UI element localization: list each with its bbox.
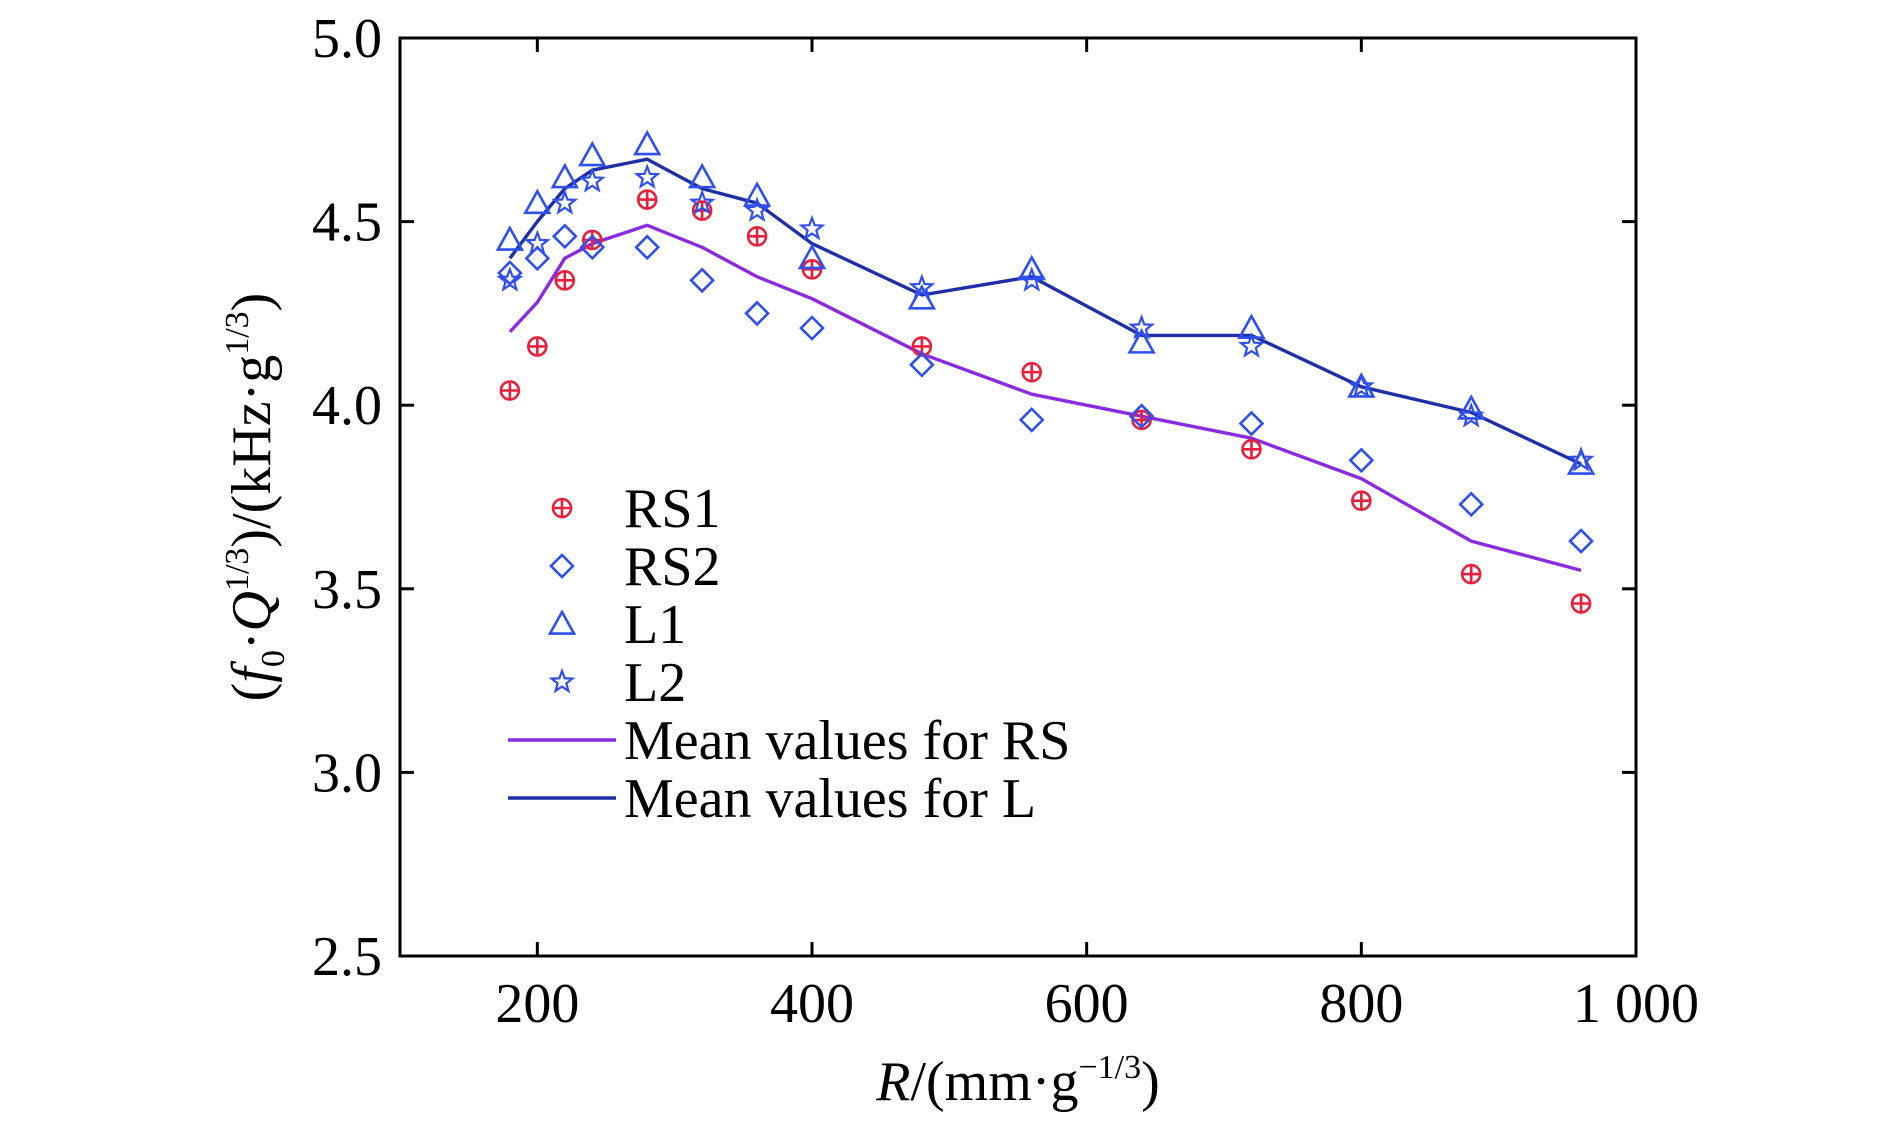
point-l2 [1238, 332, 1265, 358]
point-rs2 [1238, 410, 1265, 437]
point-rs1 [1570, 593, 1592, 614]
y-tick-label: 3.5 [312, 559, 382, 621]
legend-label: L2 [624, 652, 686, 714]
point-l1 [523, 188, 552, 215]
legend-label: Mean values for RS [624, 710, 1070, 772]
point-rs2 [1458, 491, 1485, 518]
point-rs1 [801, 259, 823, 280]
point-l1 [632, 129, 662, 156]
point-l1 [687, 162, 717, 189]
point-l2 [1347, 372, 1375, 399]
y-tick-label: 4.0 [312, 375, 382, 437]
point-l2 [551, 189, 579, 215]
point-rs1 [636, 189, 658, 210]
point-rs1 [554, 270, 576, 291]
point-l1 [578, 140, 607, 167]
point-rs1 [1021, 361, 1043, 383]
point-rs1 [527, 336, 548, 357]
point-rs1 [746, 225, 768, 247]
y-tick-label: 3.0 [312, 742, 382, 804]
point-rs2 [689, 267, 715, 294]
y-axis-title: (f0·Q1/3)/(kHz·g1/3) [219, 293, 292, 702]
plot-frame [398, 36, 1638, 958]
legend-swatch-rs1 [551, 497, 573, 519]
point-rs2 [909, 351, 935, 378]
legend-swatch-l1 [547, 609, 577, 635]
point-l2 [578, 167, 606, 193]
point-l1 [1566, 449, 1596, 475]
x-tick-label: 600 [1045, 973, 1129, 1035]
point-rs1 [1241, 438, 1262, 460]
point-rs2 [634, 234, 661, 261]
point-rs2 [1568, 528, 1594, 554]
point-l1 [495, 225, 525, 251]
point-rs2 [579, 234, 606, 261]
x-tick-label: 1 000 [1573, 973, 1699, 1035]
point-l1 [742, 181, 772, 207]
y-tick-label: 2.5 [312, 926, 382, 988]
legend-swatch-rs2 [549, 553, 575, 579]
legend-label: Mean values for L [624, 768, 1036, 830]
point-rs2 [1018, 407, 1045, 433]
point-l2 [633, 163, 661, 189]
point-l2 [496, 266, 524, 292]
y-tick-label: 5.0 [312, 8, 382, 70]
x-axis-ticks: 200 400 600 800 1 000 [495, 38, 1699, 1035]
point-rs2 [551, 223, 578, 250]
point-rs1 [581, 229, 603, 251]
x-tick-label: 800 [1319, 973, 1403, 1035]
point-l1 [797, 243, 827, 270]
point-l2 [1457, 402, 1485, 428]
x-tick-label: 400 [770, 973, 854, 1035]
point-rs2 [497, 260, 523, 286]
data-markers [495, 129, 1596, 614]
point-l2 [908, 273, 936, 300]
legend-label: RS2 [624, 536, 721, 598]
point-rs2 [524, 245, 551, 272]
legend-label: RS1 [624, 478, 721, 540]
point-l2 [1567, 446, 1595, 472]
point-l2 [1128, 313, 1156, 340]
point-rs2 [744, 300, 770, 327]
point-rs2 [799, 315, 825, 341]
y-tick-label: 4.5 [312, 192, 382, 254]
y-axis-ticks: 2.5 3.0 3.5 4.0 4.5 5.0 [312, 8, 1636, 988]
point-l1 [1017, 254, 1046, 281]
point-rs2 [1348, 447, 1375, 474]
point-l2 [688, 189, 716, 215]
point-l1 [550, 162, 580, 189]
point-rs1 [1351, 490, 1372, 511]
point-l2 [798, 214, 826, 241]
point-rs1 [499, 380, 521, 401]
point-l2 [743, 196, 771, 223]
x-tick-label: 200 [495, 973, 579, 1035]
legend-label: L1 [624, 594, 686, 656]
series-line-mean_rs [508, 223, 1582, 573]
point-l2 [1018, 266, 1046, 292]
point-rs2 [1128, 403, 1155, 430]
x-axis-title: R/(mm·g−1/3) [875, 1049, 1159, 1113]
legend-swatch-l2 [548, 667, 576, 694]
series-line-mean_l [508, 157, 1582, 466]
point-l1 [1127, 328, 1156, 354]
point-l1 [1456, 394, 1486, 420]
point-l2 [523, 229, 551, 256]
point-rs1 [1460, 563, 1482, 585]
